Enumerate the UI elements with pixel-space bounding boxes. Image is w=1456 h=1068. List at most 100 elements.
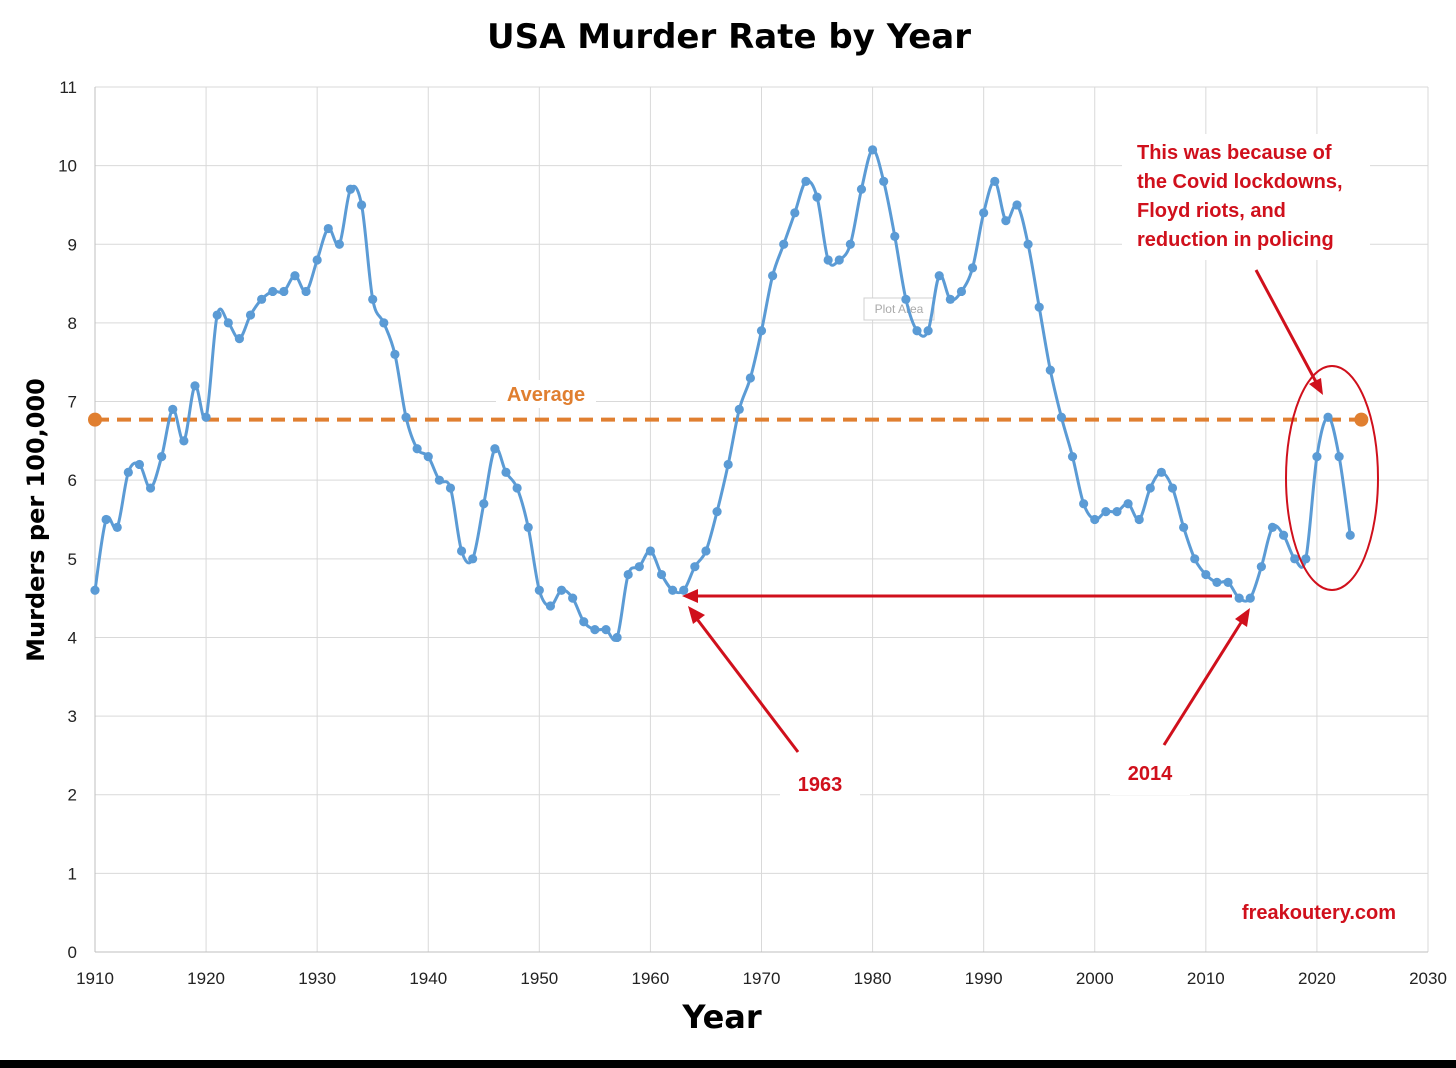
data-point-1966 xyxy=(712,507,722,517)
data-point-1968 xyxy=(734,404,744,415)
average-label-bg xyxy=(496,380,596,408)
y-tick-label-2: 2 xyxy=(68,786,77,805)
data-point-1954 xyxy=(579,617,589,627)
data-point-1985 xyxy=(923,326,933,336)
data-point-2000 xyxy=(1090,514,1100,525)
data-point-1931 xyxy=(323,223,333,234)
data-point-1989 xyxy=(967,263,978,273)
y-tick-label-5: 5 xyxy=(68,550,77,569)
series-layer xyxy=(90,145,1355,643)
arrow-2014-head xyxy=(1235,608,1250,627)
y-tick-label-10: 10 xyxy=(58,157,77,176)
data-point-1952 xyxy=(556,585,567,595)
data-point-1967 xyxy=(723,459,733,470)
data-point-2003 xyxy=(1123,499,1133,509)
data-point-1938 xyxy=(401,412,411,422)
label-2014: 2014 xyxy=(1128,763,1173,785)
data-point-1998 xyxy=(1067,451,1078,462)
data-point-1995 xyxy=(1034,302,1044,312)
average-layer xyxy=(88,412,1369,427)
x-tick-label-1950: 1950 xyxy=(520,969,558,988)
data-point-1986 xyxy=(934,271,944,281)
data-point-1940 xyxy=(423,451,433,462)
x-tick-label-1960: 1960 xyxy=(632,969,670,988)
data-point-1942 xyxy=(445,483,456,493)
data-point-1932 xyxy=(334,239,344,249)
data-point-1937 xyxy=(390,349,400,359)
covid-note-line-4: reduction in policing xyxy=(1137,229,1334,251)
data-point-1984 xyxy=(912,326,922,336)
data-point-1975 xyxy=(812,192,822,202)
y-tick-label-3: 3 xyxy=(68,707,77,726)
data-point-2017 xyxy=(1278,530,1289,540)
data-point-2021 xyxy=(1323,412,1333,422)
data-point-1953 xyxy=(568,593,578,603)
data-point-1964 xyxy=(690,562,700,572)
data-point-1915 xyxy=(145,483,156,493)
y-tick-label-6: 6 xyxy=(68,471,77,490)
data-point-2012 xyxy=(1223,577,1233,588)
data-point-1928 xyxy=(290,271,300,281)
data-point-1959 xyxy=(634,562,644,572)
data-point-1977 xyxy=(834,255,844,265)
data-point-2011 xyxy=(1212,577,1222,588)
data-point-2001 xyxy=(1101,507,1111,517)
data-point-1914 xyxy=(134,459,145,470)
x-tick-label-1910: 1910 xyxy=(76,969,114,988)
data-point-1934 xyxy=(357,200,367,210)
data-point-1990 xyxy=(979,208,989,218)
data-point-1924 xyxy=(245,310,256,320)
covid-note-line-2: the Covid lockdowns, xyxy=(1137,171,1343,193)
x-tick-label-1930: 1930 xyxy=(298,969,336,988)
data-point-2006 xyxy=(1156,467,1166,477)
data-point-1927 xyxy=(279,286,289,297)
data-point-1912 xyxy=(112,522,122,532)
data-point-1951 xyxy=(545,601,556,611)
data-point-1962 xyxy=(668,585,678,595)
data-point-1956 xyxy=(601,624,611,635)
data-point-1941 xyxy=(434,475,444,485)
y-tick-label-11: 11 xyxy=(59,78,77,97)
data-point-1923 xyxy=(234,334,245,344)
data-point-1935 xyxy=(368,294,378,304)
covid-note-line-1: This was because of xyxy=(1137,142,1332,164)
data-point-1999 xyxy=(1079,499,1089,509)
data-point-2014 xyxy=(1245,593,1255,603)
data-point-2007 xyxy=(1167,483,1178,493)
data-point-1983 xyxy=(901,294,911,304)
data-point-1972 xyxy=(779,239,789,249)
data-point-1958 xyxy=(623,569,633,580)
data-point-1978 xyxy=(845,239,855,249)
average-label: Average xyxy=(507,384,585,406)
label-2014-bg xyxy=(1110,755,1190,795)
data-point-1949 xyxy=(523,522,533,532)
grid xyxy=(94,86,1429,953)
data-point-1919 xyxy=(190,381,200,391)
y-tick-label-9: 9 xyxy=(68,235,77,254)
x-tick-label-2030: 2030 xyxy=(1409,969,1447,988)
data-point-1982 xyxy=(890,231,900,242)
data-point-2016 xyxy=(1267,522,1278,532)
data-point-1939 xyxy=(412,444,422,454)
data-point-1917 xyxy=(168,404,178,415)
average-end-marker xyxy=(1354,412,1369,427)
covid-highlight-ellipse xyxy=(1285,365,1379,591)
data-point-1994 xyxy=(1023,239,1033,249)
data-point-1976 xyxy=(823,255,833,265)
data-point-2010 xyxy=(1201,569,1211,580)
data-point-1945 xyxy=(479,499,489,509)
data-point-1920 xyxy=(201,412,211,422)
data-point-1925 xyxy=(257,294,267,304)
data-point-1973 xyxy=(790,208,800,218)
data-point-2023 xyxy=(1345,530,1355,540)
covid-note-bg xyxy=(1122,134,1370,260)
data-point-2019 xyxy=(1301,554,1311,564)
x-axis-label: Year xyxy=(681,998,762,1036)
y-axis-label: Murders per 100,000 xyxy=(22,378,50,662)
data-point-1971 xyxy=(768,271,778,281)
data-point-1993 xyxy=(1012,200,1022,210)
data-point-1991 xyxy=(990,176,1000,186)
data-point-1946 xyxy=(490,444,500,454)
covid-note-line-3: Floyd riots, and xyxy=(1137,200,1286,222)
data-point-1997 xyxy=(1056,412,1067,422)
